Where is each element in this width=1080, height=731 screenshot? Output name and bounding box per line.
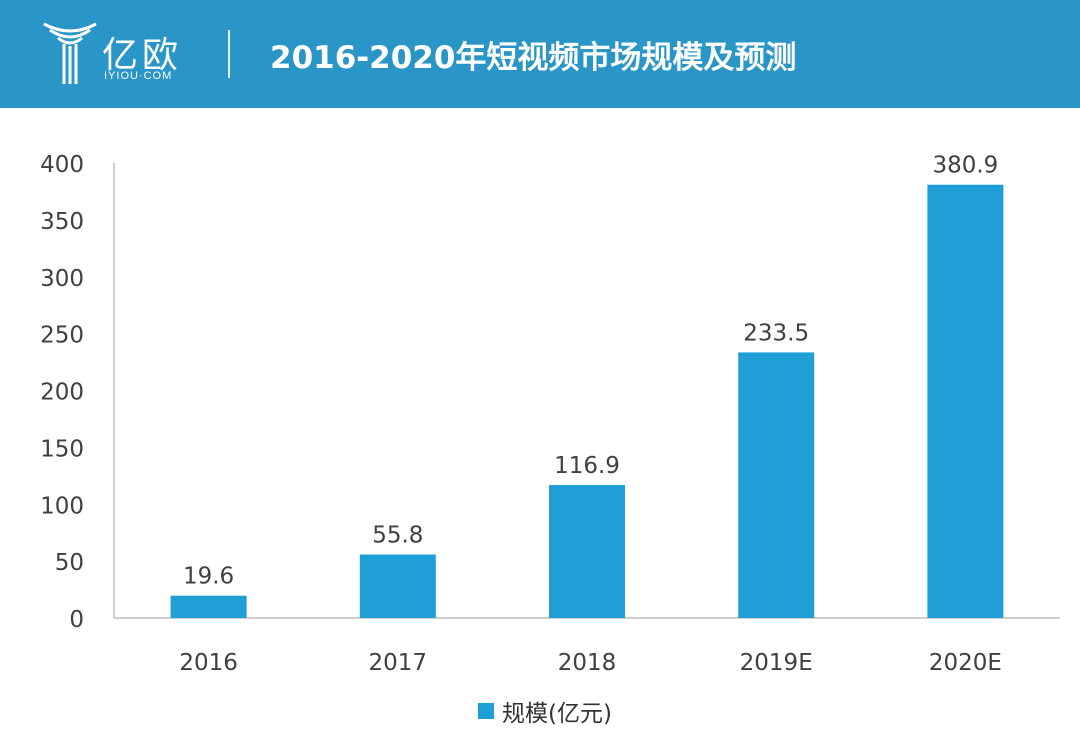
y-tick-label: 400: [40, 152, 84, 178]
header-divider: [228, 30, 230, 78]
yiou-logo-icon: [43, 22, 97, 84]
chart-legend: 规模(亿元): [478, 696, 612, 727]
legend-label: 规模(亿元): [502, 701, 612, 727]
logo-text-cn: 亿欧: [102, 35, 183, 76]
data-label: 116.9: [554, 453, 620, 479]
y-tick-label: 350: [40, 209, 84, 235]
y-tick-label: 150: [40, 436, 84, 462]
data-label: 55.8: [372, 523, 423, 549]
logo-text-en: IYIOU·COM: [104, 70, 173, 82]
y-tick-label: 300: [40, 266, 84, 292]
y-tick-label: 0: [69, 607, 84, 633]
bar: [549, 485, 625, 618]
x-tick-label: 2016: [179, 650, 238, 676]
data-label: 233.5: [743, 320, 809, 346]
y-tick-label: 100: [40, 493, 84, 519]
x-tick-label: 2017: [369, 650, 428, 676]
yiou-logo[interactable]: 亿欧 IYIOU·COM: [40, 18, 200, 88]
y-tick-label: 250: [40, 323, 84, 349]
bar-chart: 0 50 100 150 200 250 300 350 400 19.6 2016 55.8 2017…: [40, 152, 1060, 676]
bar: [359, 554, 436, 618]
bar: [170, 595, 247, 618]
data-label: 380.9: [932, 153, 998, 179]
y-tick-label: 200: [40, 380, 84, 406]
page-title: 2016-2020年短视频市场规模及预测: [270, 40, 797, 76]
header-banner: 亿欧 IYIOU·COM 2016-2020年短视频市场规模及预测: [0, 0, 1080, 108]
data-label: 19.6: [183, 564, 234, 590]
x-tick-label: 2019E: [740, 650, 813, 676]
x-tick-label: 2018: [558, 650, 617, 676]
x-tick-label: 2020E: [929, 650, 1002, 676]
legend-swatch: [478, 703, 494, 719]
bar: [927, 184, 1004, 618]
y-tick-label: 50: [55, 550, 84, 576]
bar: [738, 352, 815, 618]
